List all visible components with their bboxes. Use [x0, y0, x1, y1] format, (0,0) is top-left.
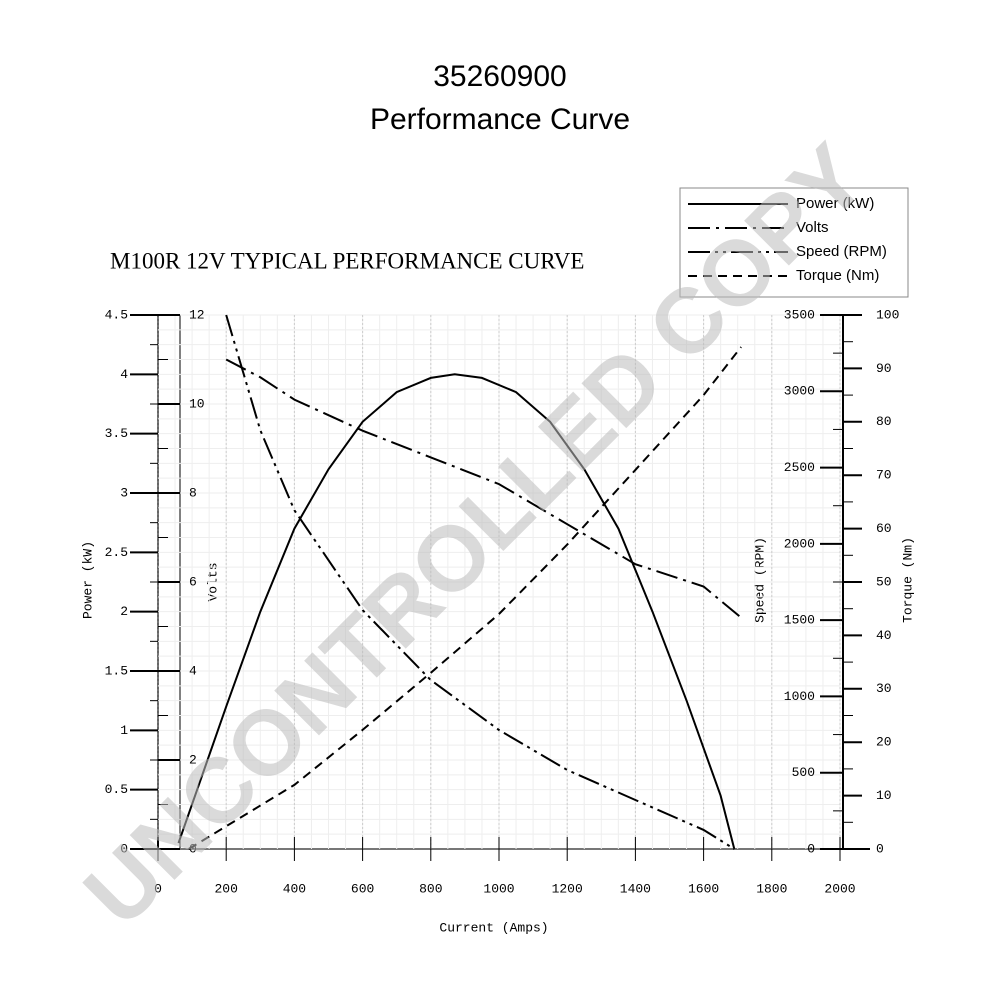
series-line — [177, 373, 736, 850]
chart-subtitle: Performance Curve — [370, 103, 630, 136]
y4-tick-label: 100 — [876, 307, 899, 322]
y2-tick-label: 6 — [189, 574, 197, 589]
y4-tick-label: 80 — [876, 414, 892, 429]
y3-tick-label: 3500 — [784, 307, 815, 322]
y4-tick-label: 10 — [876, 788, 892, 803]
y4-tick-label: 70 — [876, 468, 892, 483]
y2-tick-label: 0 — [189, 841, 197, 856]
y-axis-label: Power (kW) — [80, 541, 95, 619]
y3-tick-label: 2500 — [784, 460, 815, 475]
x-tick-label: 0 — [154, 881, 162, 896]
x-tick-label: 2000 — [824, 881, 855, 896]
y-tick-label: 3 — [120, 485, 128, 500]
y3-tick-label: 3000 — [784, 384, 815, 399]
series-line — [225, 358, 742, 619]
y-tick-label: 0 — [120, 841, 128, 856]
x-tick-label: 1200 — [552, 881, 583, 896]
y3-tick-label: 500 — [792, 765, 815, 780]
legend-box — [679, 187, 909, 298]
y2-tick-label: 8 — [189, 485, 197, 500]
y4-tick-label: 60 — [876, 521, 892, 536]
y4-tick-label: 90 — [876, 361, 892, 376]
y2-tick-label: 4 — [189, 663, 197, 678]
x-tick-label: 600 — [351, 881, 374, 896]
x-tick-label: 800 — [419, 881, 442, 896]
x-tick-label: 1000 — [483, 881, 514, 896]
y-tick-label: 0.5 — [105, 782, 128, 797]
y-tick-label: 1 — [120, 723, 128, 738]
legend-label: Speed (RPM) — [796, 243, 887, 260]
chart-heading: M100R 12V TYPICAL PERFORMANCE CURVE — [110, 248, 584, 273]
legend-label: Power (kW) — [796, 195, 874, 212]
y-tick-label: 1.5 — [105, 663, 128, 678]
series-line — [188, 346, 742, 850]
chart-title: 35260900 — [433, 60, 566, 93]
y3-tick-label: 1500 — [784, 613, 815, 628]
y2-tick-label: 2 — [189, 752, 197, 767]
y3-tick-label: 1000 — [784, 689, 815, 704]
y-tick-label: 2.5 — [105, 545, 128, 560]
y-tick-label: 4.5 — [105, 307, 128, 322]
y3-tick-label: 0 — [807, 841, 815, 856]
y-tick-label: 3.5 — [105, 426, 128, 441]
y4-tick-label: 50 — [876, 574, 892, 589]
y4-axis-label: Torque (Nm) — [900, 537, 915, 623]
y4-tick-label: 40 — [876, 628, 892, 643]
x-tick-label: 1800 — [756, 881, 787, 896]
legend-label: Volts — [796, 219, 829, 236]
y4-tick-label: 20 — [876, 735, 892, 750]
x-tick-label: 1400 — [620, 881, 651, 896]
y4-tick-label: 0 — [876, 841, 884, 856]
y2-tick-label: 12 — [189, 307, 205, 322]
y3-tick-label: 2000 — [784, 536, 815, 551]
series-line — [225, 314, 735, 850]
y3-axis-label: Speed (RPM) — [752, 537, 767, 623]
y-tick-label: 4 — [120, 367, 128, 382]
x-axis-label: Current (Amps) — [439, 920, 548, 935]
x-tick-label: 200 — [214, 881, 237, 896]
y4-tick-label: 30 — [876, 681, 892, 696]
legend-label: Torque (Nm) — [796, 267, 879, 284]
y-tick-label: 2 — [120, 604, 128, 619]
x-tick-label: 400 — [283, 881, 306, 896]
y2-tick-label: 10 — [189, 396, 205, 411]
x-tick-label: 1600 — [688, 881, 719, 896]
